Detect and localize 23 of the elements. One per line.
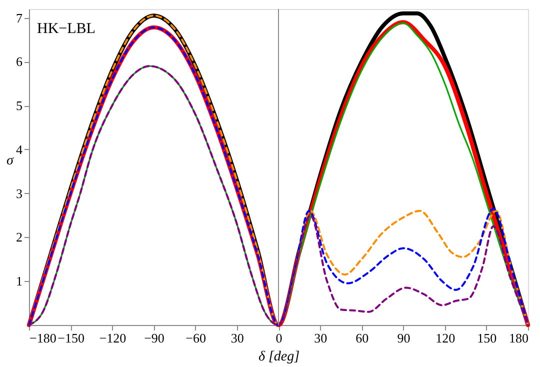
x-axis-title: δ [deg] xyxy=(258,350,300,364)
y-tick-label: 5 xyxy=(16,98,22,114)
x-tick-label: 150 xyxy=(477,330,497,346)
x-tick-label: −150 xyxy=(58,330,85,346)
annotation: HK−LBL xyxy=(37,21,96,37)
y-tick-label: 1 xyxy=(16,274,22,289)
x-tick-label: 30 xyxy=(230,330,244,346)
y-tick-label: 4 xyxy=(16,142,23,157)
x-tick-label: 30 xyxy=(314,330,328,346)
x-tick-label: −90 xyxy=(144,330,164,346)
x-tick-label: 60 xyxy=(356,330,369,346)
y-tick-label: 6 xyxy=(16,54,23,70)
x-tick-label: 90 xyxy=(397,330,410,346)
x-tick-label: 120 xyxy=(436,330,456,346)
y-tick-label: 3 xyxy=(16,186,22,201)
y-tick-label: 7 xyxy=(16,10,23,26)
x-tick-label: 0 xyxy=(276,330,282,346)
x-tick-label: −60 xyxy=(186,330,206,346)
y-axis-title: σ xyxy=(6,154,15,168)
x-tick-label: −180 xyxy=(30,330,56,346)
y-tick-label: 2 xyxy=(16,230,22,245)
x-tick-label: −120 xyxy=(99,330,126,346)
x-tick-label: 180 xyxy=(509,330,528,346)
